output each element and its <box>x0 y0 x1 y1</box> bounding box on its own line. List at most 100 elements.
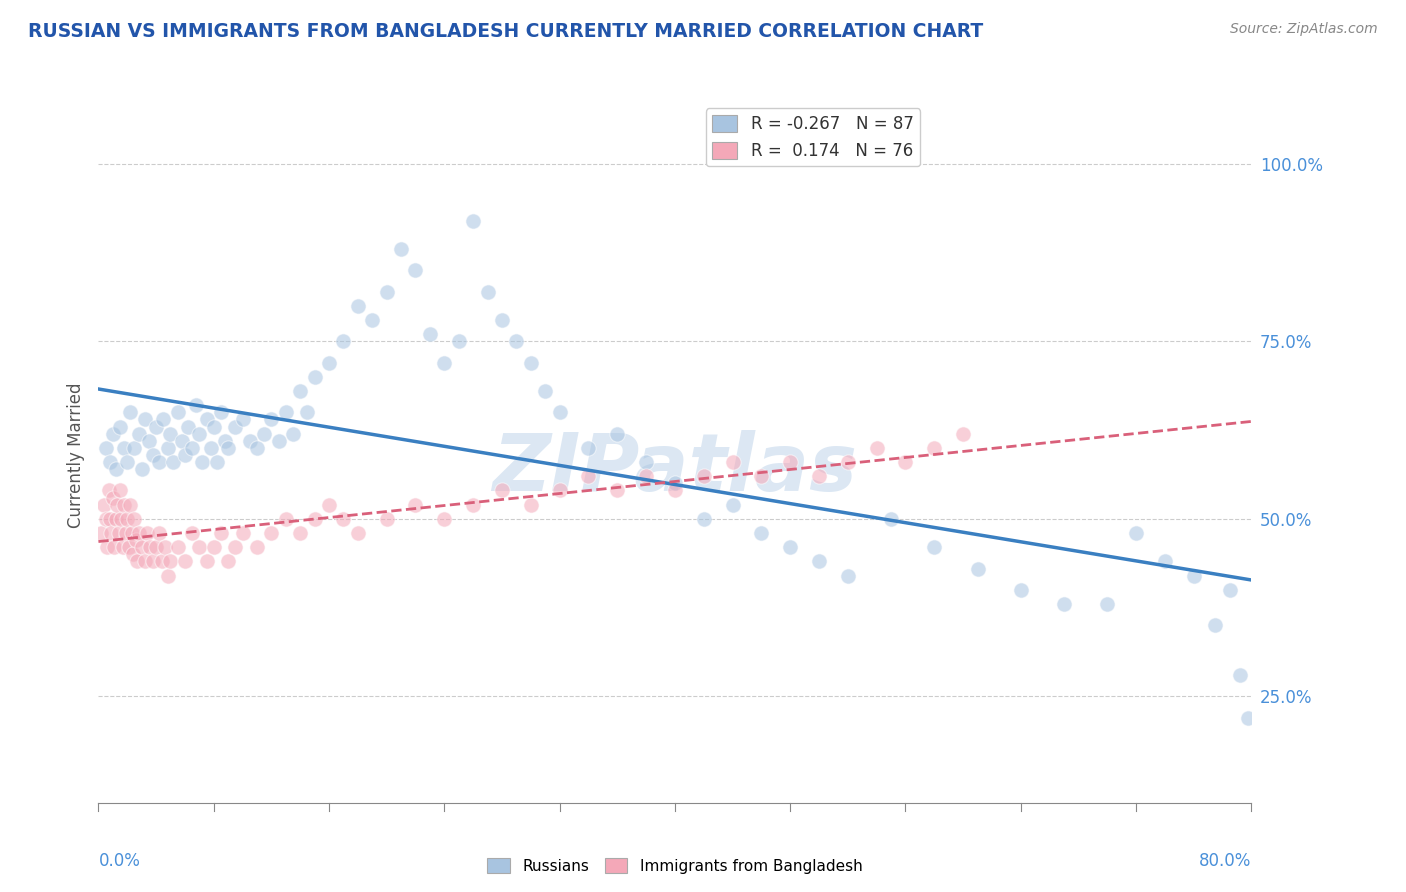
Point <box>578 441 600 455</box>
Point <box>195 412 218 426</box>
Point <box>534 384 557 398</box>
Point <box>108 419 131 434</box>
Point <box>128 526 150 541</box>
Point <box>120 498 142 512</box>
Point <box>297 405 319 419</box>
Point <box>807 469 830 483</box>
Point <box>188 426 211 441</box>
Point <box>152 412 174 426</box>
Point <box>104 462 127 476</box>
Legend: R = -0.267   N = 87, R =  0.174   N = 76: R = -0.267 N = 87, R = 0.174 N = 76 <box>706 109 920 167</box>
Point <box>98 455 121 469</box>
Point <box>217 441 239 455</box>
Point <box>405 263 427 277</box>
Point <box>97 483 120 498</box>
Point <box>209 526 232 541</box>
Point <box>477 285 499 299</box>
Point <box>188 540 211 554</box>
Point <box>267 434 290 448</box>
Point <box>103 540 125 554</box>
Point <box>375 512 398 526</box>
Point <box>110 512 132 526</box>
Point <box>290 526 312 541</box>
Point <box>112 441 135 455</box>
Point <box>606 426 628 441</box>
Text: RUSSIAN VS IMMIGRANTS FROM BANGLADESH CURRENTLY MARRIED CORRELATION CHART: RUSSIAN VS IMMIGRANTS FROM BANGLADESH CU… <box>28 22 983 41</box>
Point <box>1204 618 1226 632</box>
Point <box>159 426 181 441</box>
Point <box>260 412 283 426</box>
Point <box>779 455 801 469</box>
Point <box>433 512 456 526</box>
Point <box>122 547 145 561</box>
Point <box>150 554 173 568</box>
Point <box>693 512 716 526</box>
Point <box>124 512 146 526</box>
Point <box>224 540 246 554</box>
Point <box>1097 597 1119 611</box>
Point <box>107 526 129 541</box>
Point <box>90 526 112 541</box>
Point <box>142 448 165 462</box>
Point <box>139 540 162 554</box>
Point <box>104 512 127 526</box>
Point <box>177 419 200 434</box>
Point <box>121 526 143 541</box>
Point <box>120 405 142 419</box>
Point <box>156 441 179 455</box>
Point <box>125 533 148 548</box>
Point <box>170 434 193 448</box>
Point <box>548 405 571 419</box>
Point <box>548 483 571 498</box>
Point <box>200 441 222 455</box>
Point <box>174 448 197 462</box>
Point <box>332 334 354 349</box>
Point <box>389 242 412 256</box>
Text: 80.0%: 80.0% <box>1199 853 1251 871</box>
Point <box>966 561 988 575</box>
Point <box>1219 582 1241 597</box>
Point <box>224 419 246 434</box>
Point <box>1125 526 1147 541</box>
Point <box>606 483 628 498</box>
Y-axis label: Currently Married: Currently Married <box>66 382 84 528</box>
Point <box>94 512 117 526</box>
Point <box>246 540 269 554</box>
Point <box>142 554 165 568</box>
Point <box>93 498 115 512</box>
Point <box>721 498 744 512</box>
Point <box>419 327 441 342</box>
Point <box>112 498 135 512</box>
Point <box>721 455 744 469</box>
Point <box>202 419 225 434</box>
Point <box>290 384 312 398</box>
Point <box>304 512 326 526</box>
Point <box>131 540 153 554</box>
Point <box>239 434 262 448</box>
Point <box>837 455 859 469</box>
Point <box>922 441 945 455</box>
Point <box>128 426 150 441</box>
Point <box>131 462 153 476</box>
Point <box>162 455 184 469</box>
Point <box>346 299 368 313</box>
Point <box>148 455 170 469</box>
Point <box>461 213 484 227</box>
Point <box>880 512 903 526</box>
Point <box>181 441 204 455</box>
Point <box>205 455 228 469</box>
Point <box>361 313 384 327</box>
Point <box>94 441 117 455</box>
Point <box>1182 568 1205 582</box>
Point <box>100 526 122 541</box>
Point <box>127 554 149 568</box>
Point <box>520 356 543 370</box>
Point <box>1237 710 1260 724</box>
Point <box>304 369 326 384</box>
Point <box>447 334 470 349</box>
Point <box>134 412 156 426</box>
Point <box>346 526 368 541</box>
Point <box>807 554 830 568</box>
Point <box>148 526 170 541</box>
Text: Source: ZipAtlas.com: Source: ZipAtlas.com <box>1230 22 1378 37</box>
